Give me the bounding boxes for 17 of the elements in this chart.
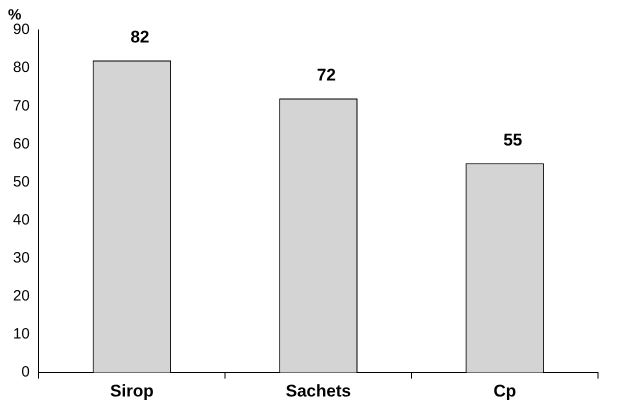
y-tick-label: 70 (12, 97, 30, 114)
y-tick-label: 40 (12, 211, 30, 228)
x-tick-label: Sachets (286, 381, 351, 400)
y-tick-label: 50 (12, 173, 30, 190)
y-tick-label: 80 (12, 59, 30, 76)
data-label: 72 (316, 66, 336, 85)
x-tick-label: Cp (493, 381, 516, 400)
data-label: 82 (130, 28, 150, 47)
y-tick-label: 0 (21, 364, 30, 381)
y-tick-label: 60 (12, 135, 30, 152)
y-axis-title: % (8, 6, 22, 24)
data-label: 55 (503, 130, 522, 150)
y-tick-label: 90 (12, 21, 30, 38)
x-tick-label: Sirop (110, 381, 154, 400)
y-tick-label: 20 (12, 288, 30, 305)
y-tick-label: 30 (12, 250, 30, 267)
y-tick-label: 10 (12, 326, 30, 343)
